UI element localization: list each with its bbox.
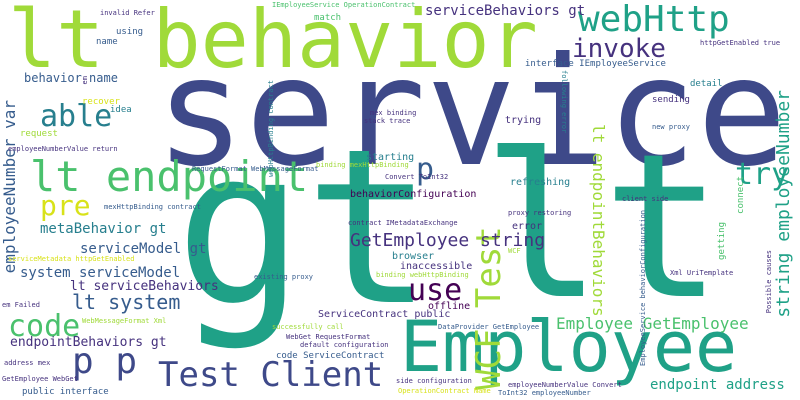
word-client-side: client side [622,195,669,203]
word-stack-trace: stack trace [364,117,411,125]
word-convert-toint32: Convert ToInt32 [385,173,449,181]
word-refreshing: refreshing [510,177,571,188]
word-p: p [416,152,435,187]
word-contract-imetadataexchange: contract IMetadataExchange [348,219,458,227]
word-webget-requestformat: WebGet RequestFormat [286,333,371,341]
word-try: try [735,157,790,192]
word-match: match [314,13,342,23]
word-pre: pre [40,189,91,222]
word-recover: recover [82,97,120,107]
word-p-p: p p [72,341,138,382]
word-behaviorconfiguration: behaviorConfiguration [350,189,477,200]
word-employeenumbervalue-convert: employeeNumberValue Convert [508,381,622,389]
word-system-servicemodel: system serviceModel [20,265,181,281]
word-name: name [96,37,118,47]
word-side-configuration: side configuration [396,377,472,385]
word-wcf: WCF [508,247,521,255]
word-sending: sending [652,95,690,105]
word-connect: connect [736,176,746,214]
word-requestformat-webmessageformat: RequestFormat WebMessageFormat [192,165,319,173]
word-new-proxy: new proxy [652,123,690,131]
word-use: use [408,273,463,308]
word-servicemodel-gt: serviceModel gt [80,241,207,257]
word-interface-ieemployeeservice: interface IEmployeeService [525,59,666,69]
word-em: em [81,76,89,85]
word-employeenumber-var: employeeNumber var [0,100,19,274]
word-employee-getemployee: Employee GetEmployee [556,314,749,333]
word-xml-uritemplate: Xml UriTemplate [670,269,734,277]
word-lt-endpoint: lt endpoint [30,152,309,201]
word-successfully-call: successfully call [272,323,344,331]
word-getemployee-webget: GetEmployee WebGet [2,375,78,383]
word-webhttpbinding-contract: webHttpBinding contract [267,80,275,177]
word-webhttp: webHttp [578,0,730,40]
word-following-error: following error [560,70,568,134]
word-mexhttpbinding-contract: mexHttpBinding contract [104,203,201,211]
word-using: using [116,27,144,37]
word-inaccessible: inaccessible [400,261,473,272]
word-existing-proxy: existing proxy [254,273,314,281]
word-lt-behavior: lt behavior [8,0,538,86]
word-gt: gt [175,102,434,353]
word-endpointbehaviors-gt: endpointBehaviors gt [10,335,167,350]
word-string-employeenumber: string employeeNumber [773,90,794,318]
word-offline: offline [428,301,471,312]
word-public-interface: public interface [22,387,109,397]
word-lt: lt [482,111,723,344]
word-metabehavior-gt: metaBehavior gt [40,221,167,237]
word-able: able [40,99,113,134]
word-employeenumbervalue-return: employeeNumberValue return [8,145,118,153]
word-endpoint-address: endpoint address [650,377,785,393]
word-em-failed: em Failed [2,301,40,309]
word-code-servicecontract: code ServiceContract [276,351,385,361]
word-operationcontract-name: OperationContract Name [398,387,491,395]
word-mex-binding: mex binding [370,109,417,117]
word-binding-mexhttpbinding: binding mexHttpBinding [316,161,409,169]
word-detail: detail [690,79,723,89]
word-getemployee-string: GetEmployee string [350,230,546,251]
word-request: request [20,129,58,139]
word-service: service [155,26,788,200]
word-test-client: Test Client [158,355,384,395]
word-code: code [8,309,81,344]
word-invoke: invoke [572,34,666,64]
word-employeeservice-behaviorconfiguration: EmployeeService behaviorConfiguration [639,210,647,366]
word-servicebehaviors-gt: serviceBehaviors gt [425,3,586,19]
word-servicecontract-public: ServiceContract public [318,309,451,320]
word-possible-causes: Possible causes [765,250,773,314]
word-starting: starting [366,152,415,163]
word-idea: idea [110,105,132,115]
word-ieemployeeservice-operationcontract: IEmployeeService OperationContract [272,1,416,9]
word-error: error [512,221,543,232]
word-behavior-name: behavior name [24,71,118,85]
word-employee: Employee [400,306,738,388]
word-default-configuration: default configuration [300,341,389,349]
word-binding-webhttpbinding: binding webHttpBinding [376,271,469,279]
word-trying: trying [505,115,542,126]
word-dataprovider-getemployee: DataProvider GetEmployee [438,323,540,331]
word-lt-system: lt system [72,290,181,314]
word-toint32-employeenumber: ToInt32 employeeNumber [498,389,591,397]
word-lt-endpointbehaviors: lt endpointBehaviors [589,124,608,317]
word-address-mex: address mex [4,359,51,367]
word-invalid-refer: invalid Refer [100,9,155,17]
word-proxy-restoring: proxy restoring [508,209,572,217]
word-httpgetenabled-true: httpGetEnabled true [700,39,781,47]
word-servicemetadata-httpgetenabled: serviceMetadata httpGetEnabled [8,255,135,263]
word-webmessageformat-xml: WebMessageFormat Xml [82,317,167,325]
word-getting: getting [717,222,727,260]
word-lt-servicebehaviors: lt serviceBehaviors [70,279,219,294]
word-browser: browser [392,251,435,262]
